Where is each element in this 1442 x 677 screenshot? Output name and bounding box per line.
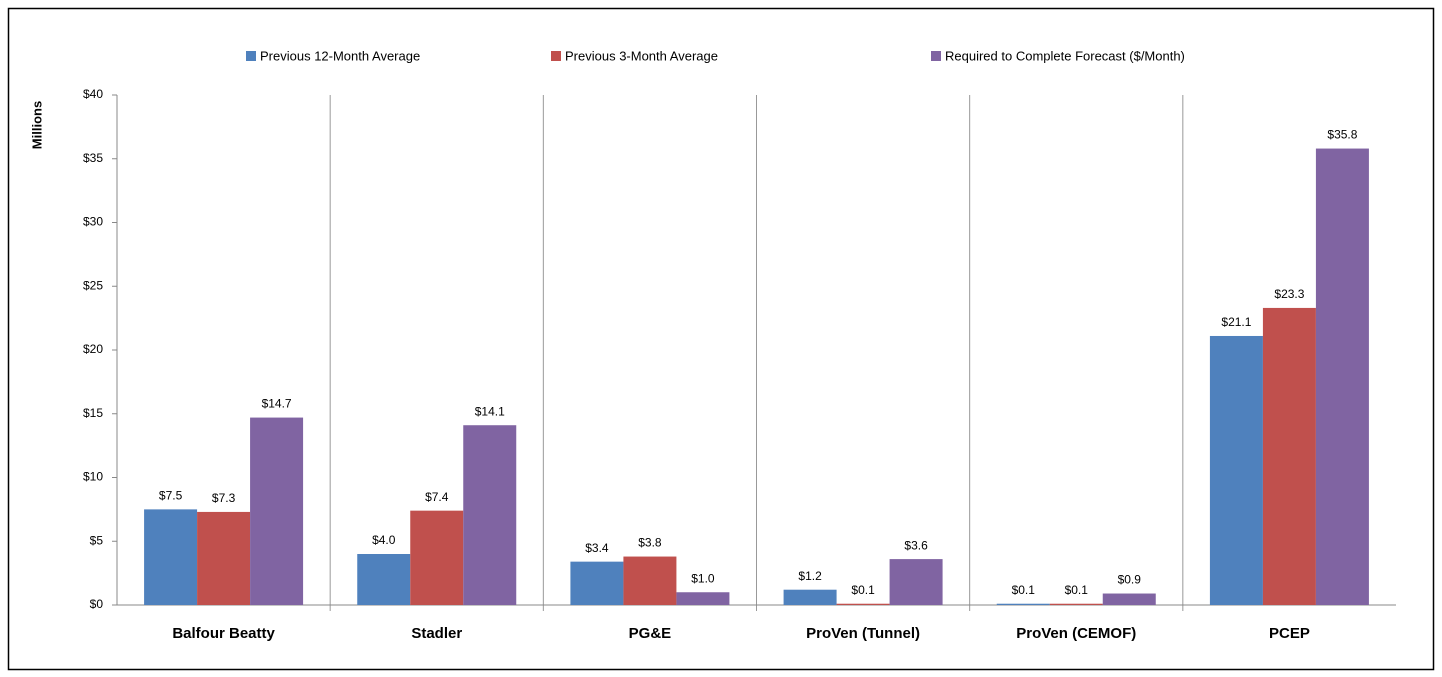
bar [1049, 603, 1103, 605]
x-tick-label: Balfour Beatty [172, 625, 275, 642]
bar [889, 559, 943, 605]
legend-label: Required to Complete Forecast ($/Month) [945, 48, 1185, 63]
bar [410, 510, 464, 605]
legend-label: Previous 3-Month Average [565, 48, 718, 63]
bar [836, 603, 890, 605]
y-tick-label: $35 [83, 151, 103, 165]
bar [197, 511, 251, 605]
x-tick-label: PCEP [1269, 625, 1310, 642]
value-label: $14.1 [475, 404, 505, 418]
legend-swatch [931, 51, 941, 61]
value-label: $23.3 [1274, 287, 1304, 301]
bar [676, 592, 730, 605]
bar [1209, 335, 1263, 605]
bar [623, 556, 677, 605]
value-label: $1.2 [798, 569, 822, 583]
value-label: $14.7 [262, 397, 292, 411]
x-tick-label: ProVen (Tunnel) [806, 625, 920, 642]
legend-label: Previous 12-Month Average [260, 48, 420, 63]
y-tick-label: $15 [83, 406, 103, 420]
value-label: $0.1 [1065, 583, 1089, 597]
value-label: $3.6 [904, 538, 928, 552]
bar [357, 554, 411, 605]
value-label: $4.0 [372, 533, 396, 547]
y-axis-title: Millions [29, 101, 44, 149]
y-tick-label: $30 [83, 215, 103, 229]
bar [783, 589, 837, 605]
value-label: $7.5 [159, 489, 183, 503]
bar [250, 417, 304, 605]
x-tick-label: Stadler [411, 625, 462, 642]
bar [463, 425, 517, 605]
x-tick-label: ProVen (CEMOF) [1016, 625, 1136, 642]
y-tick-label: $5 [90, 533, 104, 547]
bar [1262, 307, 1316, 605]
y-tick-label: $40 [83, 87, 103, 101]
y-tick-label: $20 [83, 342, 103, 356]
value-label: $3.4 [585, 541, 609, 555]
bar [1315, 148, 1369, 606]
value-label: $35.8 [1327, 128, 1357, 142]
value-label: $3.8 [638, 536, 662, 550]
value-label: $0.9 [1118, 573, 1142, 587]
legend-swatch [551, 51, 561, 61]
bar [144, 509, 198, 605]
value-label: $21.1 [1221, 315, 1251, 329]
bar [996, 603, 1050, 605]
bar [570, 561, 624, 605]
y-tick-label: $25 [83, 278, 103, 292]
y-tick-label: $0 [90, 597, 104, 611]
value-label: $7.4 [425, 490, 449, 504]
value-label: $0.1 [851, 583, 875, 597]
legend-swatch [246, 51, 256, 61]
value-label: $1.0 [691, 571, 715, 585]
value-label: $0.1 [1012, 583, 1036, 597]
y-tick-label: $10 [83, 470, 103, 484]
x-tick-label: PG&E [629, 625, 672, 642]
value-label: $7.3 [212, 491, 236, 505]
bar [1102, 593, 1156, 605]
